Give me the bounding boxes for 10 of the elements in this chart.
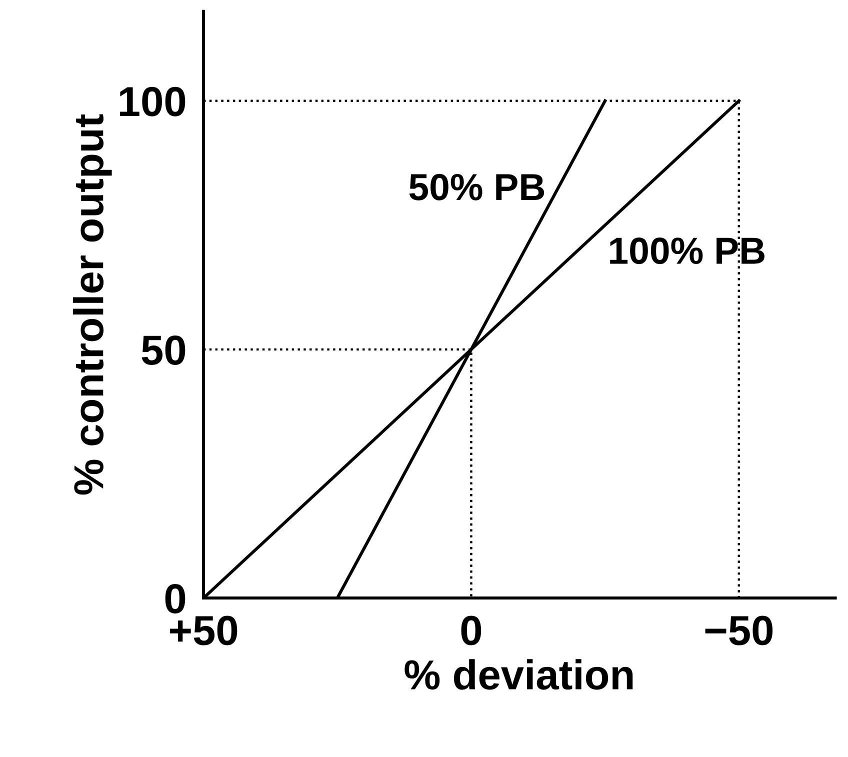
- x-tick-label: −50: [705, 616, 773, 646]
- y-tick-label: 50: [142, 335, 186, 365]
- y-tick-label: 0: [165, 584, 186, 614]
- series-label: 50% PB: [409, 174, 544, 200]
- x-tick-label: +50: [170, 616, 238, 646]
- x-axis-title: % deviation: [404, 659, 633, 690]
- series-label: 100% PB: [610, 238, 764, 264]
- y-axis-title: % controller output: [72, 114, 112, 495]
- y-tick-label: 100: [120, 86, 186, 116]
- x-tick-label: 0: [461, 616, 482, 646]
